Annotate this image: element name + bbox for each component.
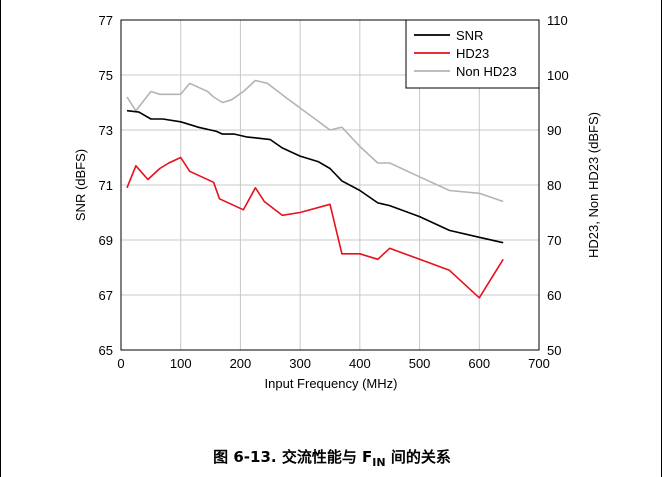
plot-area-frame xyxy=(120,19,540,351)
tick-labels: 0 100 200 300 400 500 600 700 65 67 69 71 73 75 77 50 60… xyxy=(99,13,569,371)
y-left-tick-label: 73 xyxy=(99,123,113,138)
legend: SNR HD23 Non HD23 xyxy=(405,19,540,89)
series-lines xyxy=(126,79,504,299)
x-tick-label: 600 xyxy=(468,356,490,371)
y-left-tick-label: 65 xyxy=(99,343,113,358)
y-axis-left-label: SNR (dBFS) xyxy=(73,149,88,221)
legend-label: SNR xyxy=(456,28,483,43)
y-right-tick-label: 90 xyxy=(547,123,561,138)
caption-suffix: 间的关系 xyxy=(385,448,451,466)
x-tick-label: 100 xyxy=(170,356,192,371)
x-tick-label: 700 xyxy=(528,356,550,371)
legend-label: Non HD23 xyxy=(456,64,517,79)
y-right-tick-label: 100 xyxy=(547,68,569,83)
y-axis-right-label: HD23, Non HD23 (dBFS) xyxy=(586,112,601,258)
y-right-tick-label: 70 xyxy=(547,233,561,248)
series-line-hd23 xyxy=(126,156,504,299)
y-right-tick-label: 50 xyxy=(547,343,561,358)
y-right-tick-label: 110 xyxy=(547,13,568,28)
series-line-non-hd23 xyxy=(126,79,504,203)
y-left-tick-label: 75 xyxy=(99,68,113,83)
x-tick-label: 500 xyxy=(409,356,431,371)
y-right-tick-label: 80 xyxy=(547,178,561,193)
legend-label: HD23 xyxy=(456,46,489,61)
y-left-tick-label: 67 xyxy=(99,288,113,303)
y-right-tick-label: 60 xyxy=(547,288,561,303)
x-tick-label: 400 xyxy=(349,356,371,371)
y-left-tick-label: 77 xyxy=(99,13,113,28)
x-axis-label: Input Frequency (MHz) xyxy=(265,376,398,391)
x-tick-label: 0 xyxy=(117,356,124,371)
y-left-tick-label: 69 xyxy=(99,233,113,248)
series-line-snr xyxy=(126,109,504,244)
x-tick-label: 200 xyxy=(230,356,252,371)
y-left-tick-label: 71 xyxy=(99,178,113,193)
caption-subscript: IN xyxy=(372,456,386,469)
chart: 0 100 200 300 400 500 600 700 65 67 69 71 73 75 77 50 60… xyxy=(73,13,601,391)
figure-caption: 图 6-13. 交流性能与 FIN 间的关系 xyxy=(1,446,662,469)
legend-box xyxy=(405,19,540,89)
caption-prefix: 图 6-13. 交流性能与 F xyxy=(213,448,373,466)
x-tick-label: 300 xyxy=(289,356,311,371)
